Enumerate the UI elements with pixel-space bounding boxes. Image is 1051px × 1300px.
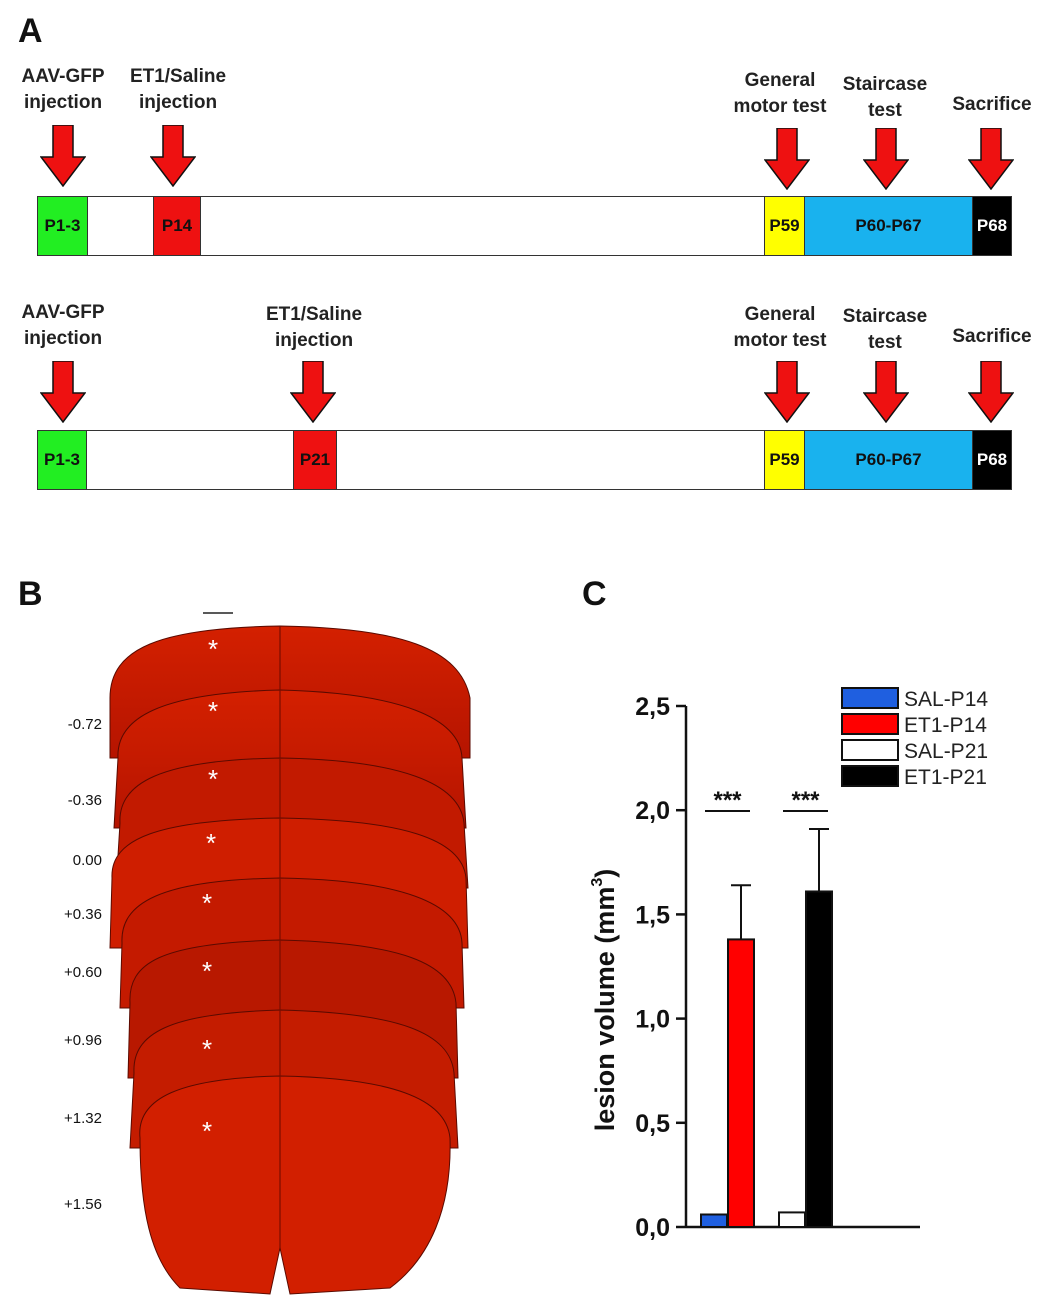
y-tick-label: 1,0 bbox=[635, 1006, 670, 1034]
coordinate-label: +0.96 bbox=[64, 1032, 102, 1049]
down-arrow-icon bbox=[863, 361, 909, 423]
timeline-2-label-staircase: Staircase test bbox=[830, 304, 940, 356]
timeline-1-bar: P1-3 P14 P59 P60-P67 P68 bbox=[37, 196, 1012, 256]
down-arrow-icon bbox=[863, 128, 909, 190]
down-arrow-icon bbox=[968, 361, 1014, 423]
segment-p14: P14 bbox=[153, 197, 201, 255]
segment-p59: P59 bbox=[764, 197, 805, 255]
bar-sal-p21 bbox=[778, 1211, 806, 1228]
y-tick-label: 2,5 bbox=[635, 693, 670, 721]
label-line: injection bbox=[23, 328, 103, 349]
label-line: motor test bbox=[733, 330, 827, 351]
label-line: injection bbox=[274, 330, 354, 351]
lesion-marker: * bbox=[202, 1116, 212, 1146]
y-tick-label: 2,0 bbox=[635, 797, 670, 825]
bar-et1-p14 bbox=[727, 938, 755, 1228]
timeline-1-label-et1: ET1/Saline injection bbox=[118, 64, 238, 116]
segment-p60-p67: P60-P67 bbox=[805, 197, 973, 255]
label-line: Staircase bbox=[842, 74, 928, 95]
lesion-marker: * bbox=[202, 1034, 212, 1064]
coordinate-label: -0.72 bbox=[67, 716, 102, 733]
lesion-marker: * bbox=[208, 634, 218, 664]
legend-label: SAL-P14 bbox=[904, 688, 988, 711]
down-arrow-icon bbox=[150, 125, 196, 187]
label-line: General bbox=[744, 70, 816, 91]
label-line: AAV-GFP bbox=[21, 66, 105, 87]
label-line: injection bbox=[138, 92, 218, 113]
segment-p68: P68 bbox=[973, 431, 1011, 489]
legend-swatch bbox=[841, 739, 899, 761]
label-line: test bbox=[868, 332, 902, 353]
label-line: motor test bbox=[733, 96, 827, 117]
lesion-marker: * bbox=[208, 764, 218, 794]
y-axis-label: lesion volume (mm3) bbox=[589, 869, 620, 1131]
timeline-2-bar: P1-3 P21 P59 P60-P67 P68 bbox=[37, 430, 1012, 490]
label-line: Staircase bbox=[842, 306, 928, 327]
down-arrow-icon bbox=[764, 361, 810, 423]
timeline-2-label-motor: General motor test bbox=[724, 302, 836, 354]
down-arrow-icon bbox=[40, 125, 86, 187]
label-line: ET1/Saline bbox=[265, 304, 363, 325]
timeline-2-label-aav: AAV-GFP injection bbox=[8, 300, 118, 352]
bar-et1-p21 bbox=[805, 890, 833, 1228]
timeline-2-label-et1: ET1/Saline injection bbox=[254, 302, 374, 354]
coordinate-label: +1.56 bbox=[64, 1196, 102, 1213]
down-arrow-icon bbox=[968, 128, 1014, 190]
timeline-1-label-sacrifice: Sacrifice bbox=[940, 92, 1044, 118]
segment-p59: P59 bbox=[764, 431, 805, 489]
label-line: ET1/Saline bbox=[129, 66, 227, 87]
y-axis: 0,0 0,5 1,0 1,5 2,0 2,5 bbox=[635, 693, 920, 1242]
segment-p1-3: P1-3 bbox=[38, 197, 88, 255]
panel-label-b: B bbox=[18, 575, 43, 613]
segment-p21: P21 bbox=[293, 431, 337, 489]
y-tick-label: 0,0 bbox=[635, 1214, 670, 1242]
timeline-1-label-aav: AAV-GFP injection bbox=[8, 64, 118, 116]
legend-swatch bbox=[841, 765, 899, 787]
legend-label: SAL-P21 bbox=[904, 740, 988, 763]
coordinate-label: -0.36 bbox=[67, 792, 102, 809]
coordinate-label: +0.36 bbox=[64, 906, 102, 923]
lesion-volume-chart: 0,0 0,5 1,0 1,5 2,0 2,5 *** *** SAL-P14 ET1-P14… bbox=[589, 687, 988, 1242]
segment-p1-3: P1-3 bbox=[38, 431, 87, 489]
label-line: Sacrifice bbox=[952, 326, 1032, 347]
legend-label: ET1-P21 bbox=[904, 766, 987, 789]
segment-p68: P68 bbox=[973, 197, 1011, 255]
brain-slices-image: * * * * * * * * bbox=[109, 612, 471, 1295]
timeline-2-label-sacrifice: Sacrifice bbox=[940, 324, 1044, 350]
down-arrow-icon bbox=[40, 361, 86, 423]
label-line: injection bbox=[23, 92, 103, 113]
lesion-marker: * bbox=[202, 888, 212, 918]
coordinate-label: +1.32 bbox=[64, 1110, 102, 1127]
segment-p60-p67: P60-P67 bbox=[805, 431, 973, 489]
y-tick-label: 0,5 bbox=[635, 1110, 670, 1138]
legend-swatch bbox=[841, 687, 899, 709]
legend: SAL-P14 ET1-P14 SAL-P21 ET1-P21 bbox=[841, 687, 988, 789]
lesion-marker: * bbox=[206, 828, 216, 858]
label-line: Sacrifice bbox=[952, 94, 1032, 115]
y-tick-label: 1,5 bbox=[635, 901, 670, 929]
label-line: General bbox=[744, 304, 816, 325]
panel-label-a: A bbox=[18, 12, 43, 50]
coordinate-label: 0.00 bbox=[72, 852, 102, 869]
down-arrow-icon bbox=[290, 361, 336, 423]
coordinate-label: +0.60 bbox=[64, 964, 102, 981]
label-line: AAV-GFP bbox=[21, 302, 105, 323]
timeline-1-label-motor: General motor test bbox=[724, 68, 836, 120]
timeline-1-label-staircase: Staircase test bbox=[830, 72, 940, 124]
lesion-marker: * bbox=[208, 696, 218, 726]
label-line: test bbox=[868, 100, 902, 121]
panel-label-c: C bbox=[582, 575, 607, 613]
significance-marker: *** bbox=[713, 787, 742, 814]
legend-label: ET1-P14 bbox=[904, 714, 987, 737]
significance-marker: *** bbox=[791, 787, 820, 814]
bar-sal-p14 bbox=[700, 1213, 728, 1228]
lesion-marker: * bbox=[202, 956, 212, 986]
legend-swatch bbox=[841, 713, 899, 735]
down-arrow-icon bbox=[764, 128, 810, 190]
bars: *** *** bbox=[700, 787, 833, 1228]
